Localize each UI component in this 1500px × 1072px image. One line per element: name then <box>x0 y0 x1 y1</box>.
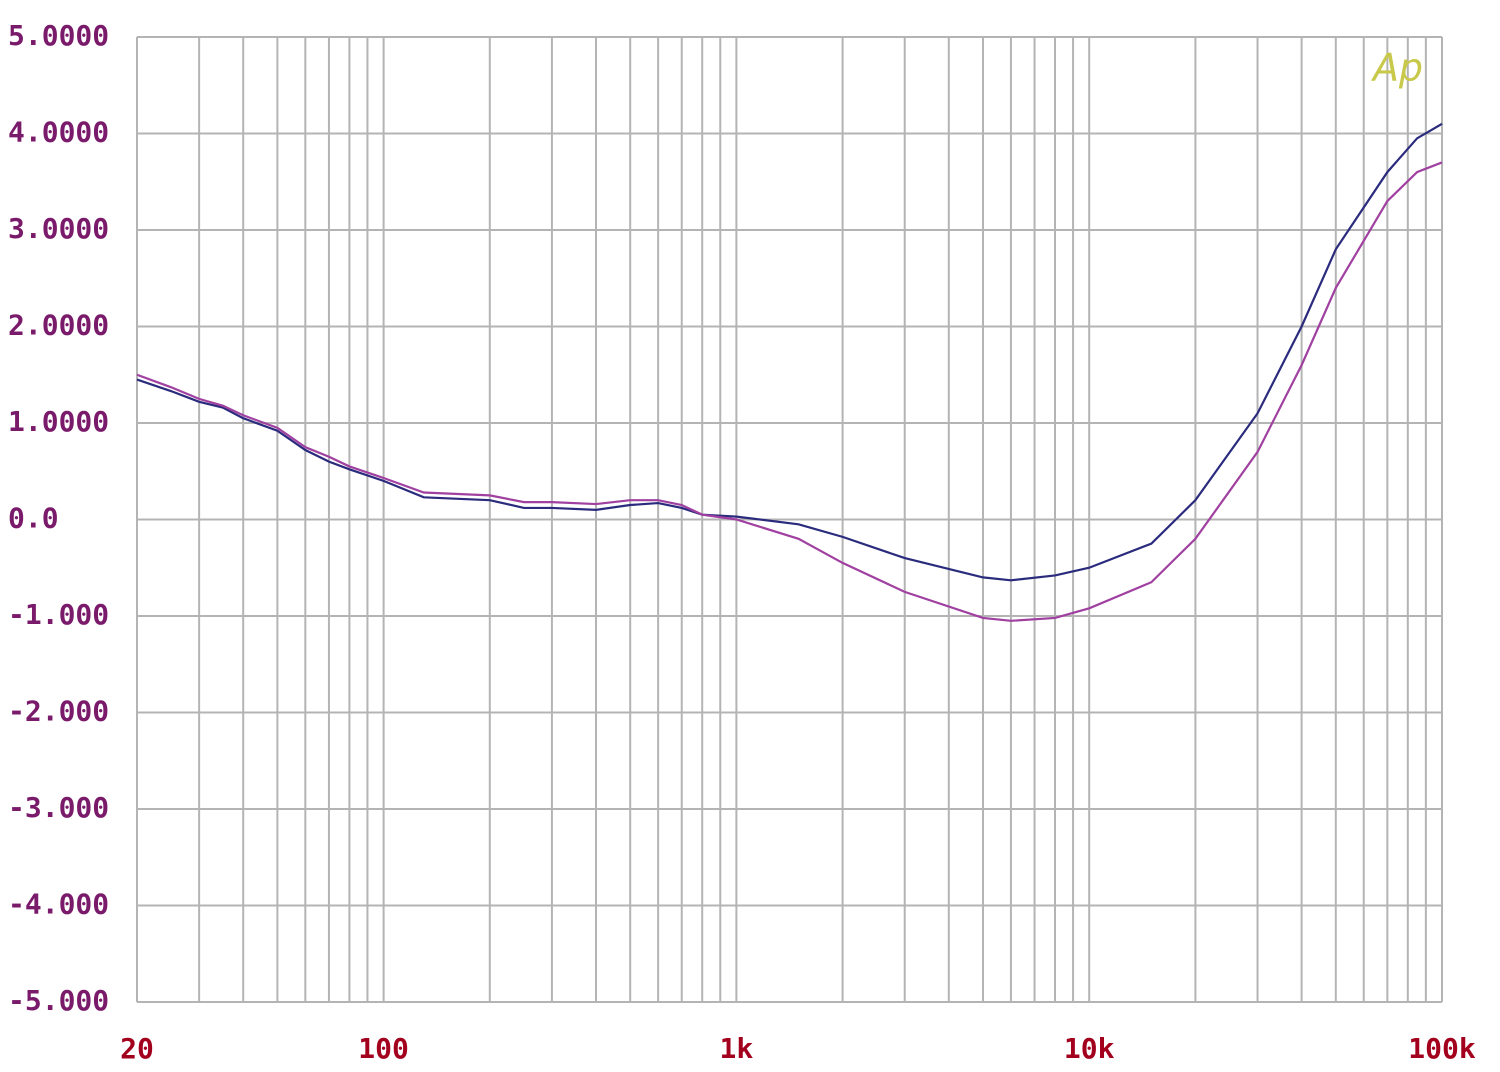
y-tick-label: 3.0000 <box>8 212 109 245</box>
y-tick-label: 1.0000 <box>8 405 109 438</box>
y-tick-label: 2.0000 <box>8 309 109 342</box>
y-tick-label: -4.000 <box>8 888 109 921</box>
x-tick-label: 20 <box>120 1032 154 1065</box>
x-tick-label: 100 <box>358 1032 409 1065</box>
y-tick-label: 4.0000 <box>8 116 109 149</box>
series-line <box>136 122 1443 582</box>
x-tick-label: 1k <box>720 1032 754 1065</box>
lines <box>136 122 1443 622</box>
logo: Ap <box>1370 46 1423 90</box>
y-tick-label: -2.000 <box>8 695 109 728</box>
y-tick-label: -1.000 <box>8 598 109 631</box>
y-tick-label: 5.0000 <box>8 19 109 52</box>
grid <box>136 36 1443 1003</box>
y-tick-label: -5.000 <box>8 984 109 1017</box>
x-tick-label: 10k <box>1064 1032 1115 1065</box>
x-tick-label: 100k <box>1408 1032 1476 1065</box>
y-tick-label: -3.000 <box>8 791 109 824</box>
series-line <box>136 161 1443 622</box>
y-tick-label: 0.0 <box>8 502 59 535</box>
